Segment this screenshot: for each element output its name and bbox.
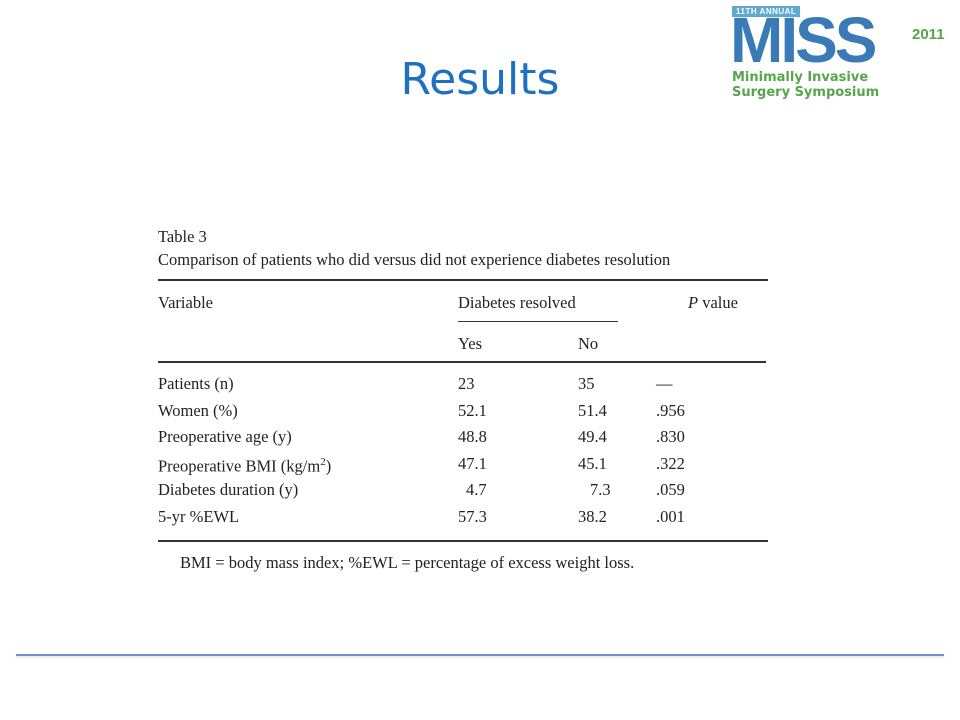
- slide-bottom-rule: [16, 654, 944, 656]
- row-yes: 48.8: [458, 427, 487, 447]
- header-empty-cell: [158, 323, 458, 362]
- table-document: Table 3 Comparison of patients who did v…: [158, 226, 768, 574]
- header-p-value: P value: [656, 287, 766, 323]
- logo-miss-text: MISS: [730, 4, 877, 76]
- logo-year: 2011: [912, 26, 945, 43]
- header-p-rest: value: [698, 293, 738, 312]
- row-no: 35: [578, 374, 595, 394]
- row-variable: Women (%): [158, 400, 238, 420]
- row-yes-value: 4.7: [466, 480, 487, 500]
- table-row: Women (%) 52.1 51.4 .956: [158, 398, 766, 425]
- table-row: Preoperative age (y) 48.8 49.4 .830: [158, 424, 766, 451]
- header-p-letter: P: [688, 293, 699, 312]
- header-diabetes-resolved: Diabetes resolved: [458, 293, 618, 322]
- row-p: .322: [656, 453, 685, 473]
- table-row: Diabetes duration (y) 4.7 7.3 .059: [158, 477, 766, 504]
- row-variable: Patients (n): [158, 374, 234, 394]
- header-variable: Variable: [158, 293, 213, 312]
- slide-title: Results: [400, 54, 560, 105]
- miss-2011-logo: MISS 11TH ANNUAL 2011 Minimally Invasive…: [728, 4, 958, 108]
- row-variable: Diabetes duration (y): [158, 480, 299, 500]
- row-variable-text: Preoperative BMI (kg/m: [158, 456, 321, 475]
- row-variable: Preoperative BMI (kg/m2): [158, 451, 458, 478]
- logo-subtitle: Minimally Invasive Surgery Symposium: [732, 70, 879, 100]
- table-top-rule: [158, 279, 768, 281]
- header-row-2: Yes No: [158, 323, 766, 362]
- row-variable-close: ): [325, 456, 332, 475]
- header-empty-cell-p: [656, 323, 766, 362]
- row-no: 38.2: [578, 506, 607, 526]
- row-no: 45.1: [578, 453, 607, 473]
- row-p: .830: [656, 427, 685, 447]
- logo-subtitle-line2: Surgery Symposium: [732, 85, 880, 100]
- table-caption: Comparison of patients who did versus di…: [158, 250, 671, 269]
- table-row: 5-yr %EWL 57.3 38.2 .001: [158, 504, 766, 531]
- row-yes: 47.1: [458, 453, 487, 473]
- header-group-cell: Diabetes resolved: [458, 287, 656, 323]
- row-no: 51.4: [578, 400, 607, 420]
- row-yes: 52.1: [458, 400, 487, 420]
- header-no: No: [578, 334, 599, 353]
- row-yes: 4.7: [458, 477, 578, 504]
- row-no-value: 7.3: [590, 480, 611, 500]
- table-body: Patients (n) 23 35 — Women (%) 52.1 51.4…: [158, 362, 766, 530]
- row-p: .059: [656, 480, 685, 500]
- table-footnote: BMI = body mass index; %EWL = percentage…: [180, 553, 635, 572]
- row-variable: Preoperative age (y): [158, 427, 292, 447]
- row-no: 7.3: [578, 477, 656, 504]
- row-p: —: [656, 374, 673, 394]
- row-variable-superscript: 2: [320, 455, 326, 468]
- logo-annual-badge: 11TH ANNUAL: [732, 6, 801, 17]
- row-p: .956: [656, 400, 685, 420]
- table-bottom-rule: [158, 540, 768, 542]
- row-p: .001: [656, 506, 685, 526]
- table-label: Table 3: [158, 227, 207, 246]
- row-no: 49.4: [578, 427, 607, 447]
- row-yes: 57.3: [458, 506, 487, 526]
- header-row-1: Variable Diabetes resolved P value: [158, 287, 766, 323]
- logo-subtitle-line1: Minimally Invasive: [732, 70, 869, 85]
- results-table: Variable Diabetes resolved P value Yes N…: [158, 287, 766, 530]
- table-row: Preoperative BMI (kg/m2) 47.1 45.1 .322: [158, 451, 766, 478]
- table-row: Patients (n) 23 35 —: [158, 362, 766, 398]
- header-yes: Yes: [458, 334, 483, 353]
- row-variable: 5-yr %EWL: [158, 506, 240, 526]
- row-yes: 23: [458, 374, 475, 394]
